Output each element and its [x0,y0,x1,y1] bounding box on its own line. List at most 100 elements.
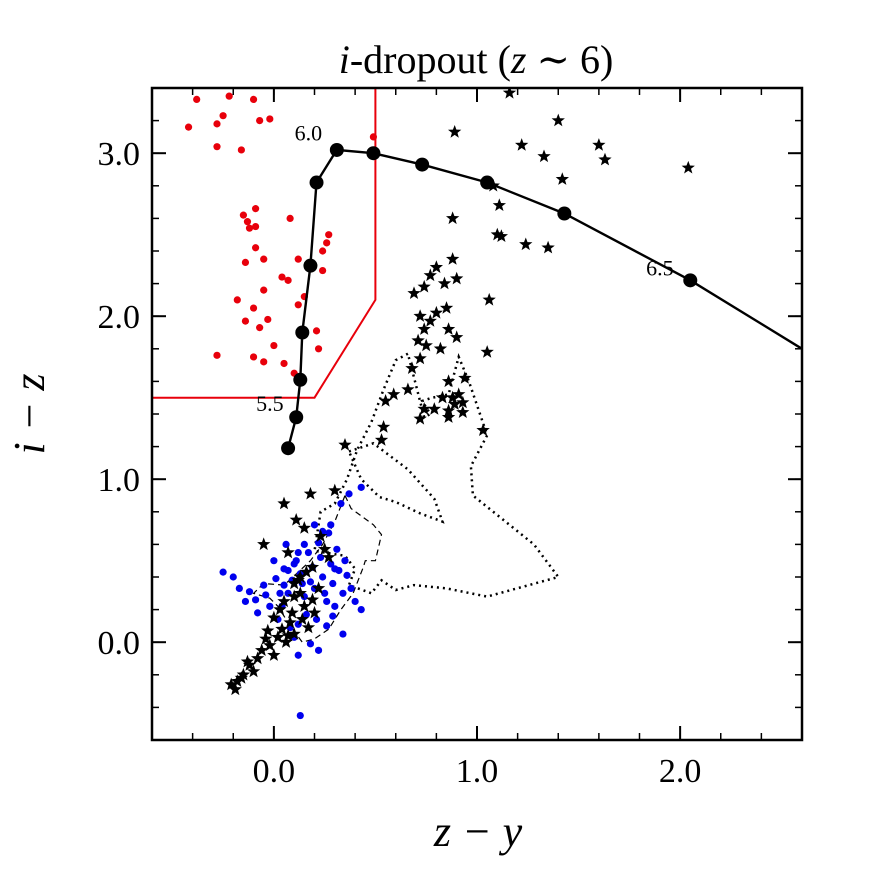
red-points-layer [184,92,378,377]
red-point [284,276,292,284]
blue-point [260,581,268,589]
blue-point [306,578,315,586]
star-point [261,623,275,637]
redshift-track-marker [480,175,495,190]
star-point [448,397,462,410]
red-point [286,214,294,222]
redshift-track-marker [366,146,381,161]
red-point [369,133,378,141]
red-point [260,358,268,366]
star-point [551,113,565,127]
star-point [255,643,269,656]
redshift-track-label: 5.5 [256,391,284,416]
star-point [303,486,318,500]
blue-point [304,548,313,557]
plot-area: 5.5 6.0 6.5 [152,88,802,720]
star-point [236,667,251,681]
star-points-layer [224,88,695,696]
star-point [456,395,470,409]
star-point [378,394,393,407]
star-point [494,229,508,242]
star-point [251,651,265,665]
star-point [263,638,277,652]
blue-point [290,560,298,568]
star-point [305,592,320,606]
star-point [452,387,466,401]
star-point [441,403,456,417]
red-point [249,95,258,104]
star-point [240,654,255,668]
star-point [275,622,289,635]
dotted-contour [313,352,561,598]
star-point [295,612,309,625]
star-point [228,682,242,696]
star-point [257,537,271,551]
blue-point [241,597,250,606]
blue-point [272,575,280,583]
star-point [433,341,448,355]
star-point [437,276,452,290]
blue-point [294,548,302,557]
selection-boundary-line [152,88,377,399]
red-point [264,315,272,324]
star-point [417,279,431,293]
blue-point [219,568,227,576]
star-point [476,423,490,436]
star-point [450,271,464,285]
blue-point [343,571,351,579]
star-point [435,390,450,404]
redshift-track-layer: 5.5 6.0 6.5 [256,120,802,456]
red-point [237,146,245,154]
star-point [598,152,612,166]
star-point [267,610,281,624]
redshift-track-marker [557,206,572,221]
blue-point [351,597,359,606]
star-point [287,589,301,603]
star-point [417,402,431,415]
y-tick-label: 1.0 [98,462,141,499]
blue-point [325,529,333,537]
star-point [519,237,533,251]
star-point [234,671,248,684]
blue-point [329,612,337,620]
star-point [338,438,352,451]
star-point [281,628,295,642]
blue-point [280,581,288,589]
redshift-track-marker [293,372,308,387]
red-point [256,117,264,125]
star-point [267,648,281,661]
star-point [287,627,301,640]
star-point [448,125,462,138]
star-point [230,674,244,687]
star-point [423,314,437,327]
plot-frame [150,86,804,742]
star-point [291,573,305,586]
red-point [241,317,250,325]
star-point [482,292,496,306]
x-tick-label: 2.0 [659,753,702,790]
star-point [441,322,456,335]
star-point [376,420,391,433]
red-point [325,231,333,239]
red-point [270,341,278,350]
star-point [297,521,311,534]
blue-point [331,565,339,573]
chart-title: i-dropout (z ∼ 6) [339,37,614,82]
dotted-contour-inner [347,441,445,524]
blue-point [294,651,302,659]
blue-point [323,622,331,630]
y-axis-title: i − z [5,373,54,454]
star-point [515,138,529,151]
star-point [305,560,320,573]
red-point [266,115,274,123]
star-point [555,172,569,185]
blue-point [235,584,243,593]
redshift-track-marker [303,258,318,273]
blue-point [357,483,365,491]
star-point [427,402,441,415]
star-point [293,586,307,599]
star-point [318,542,332,555]
star-point [405,361,419,374]
blue-point [319,573,327,581]
